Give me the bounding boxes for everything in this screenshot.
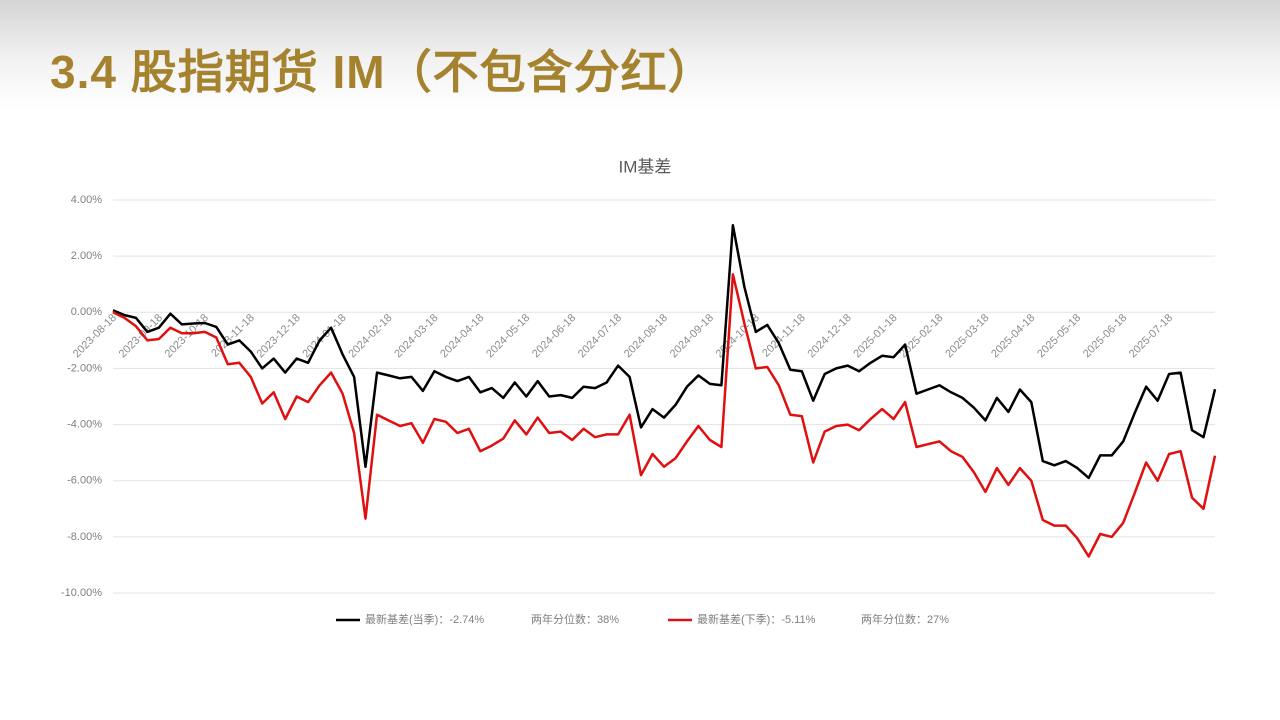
x-tick-label: 2024-05-18 [484, 312, 532, 360]
legend-note: 两年分位数：38% [531, 612, 619, 626]
x-tick-label: 2023-10-18 [163, 312, 211, 360]
x-tick-label: 2025-05-18 [1035, 312, 1083, 360]
x-tick-label: 2024-07-18 [576, 312, 624, 360]
x-tick-label: 2025-02-18 [897, 312, 945, 360]
y-tick-label: -6.00% [67, 475, 102, 487]
y-tick-label: -2.00% [67, 362, 102, 374]
series-line [112, 273, 1217, 558]
x-tick-label: 2024-03-18 [392, 312, 440, 360]
x-tick-label: 2024-06-18 [530, 312, 578, 360]
x-tick-label: 2023-09-18 [117, 312, 165, 360]
x-tick-label: 2025-06-18 [1081, 312, 1129, 360]
x-tick-label: 2024-10-18 [714, 312, 762, 360]
x-tick-label: 2024-09-18 [668, 312, 716, 360]
x-tick-label: 2024-12-18 [806, 312, 854, 360]
x-tick-label: 2024-02-18 [346, 312, 394, 360]
x-tick-label: 2024-08-18 [622, 312, 670, 360]
slide-title: 3.4 股指期货 IM（不包含分红） [50, 46, 715, 98]
x-tick-label: 2023-12-18 [255, 312, 303, 360]
y-tick-label: -4.00% [67, 418, 102, 430]
chart-title: IM基差 [619, 157, 672, 176]
x-tick-label: 2024-04-18 [438, 312, 486, 360]
y-tick-label: 0.00% [71, 306, 102, 318]
x-tick-label: 2025-07-18 [1127, 312, 1175, 360]
y-tick-label: 2.00% [71, 250, 102, 262]
y-tick-label: -8.00% [67, 531, 102, 543]
y-tick-label: -10.00% [61, 587, 102, 599]
x-tick-label: 2025-04-18 [989, 312, 1037, 360]
x-tick-label: 2023-11-18 [209, 312, 257, 360]
legend-label: 最新基差(下季)：-5.11% [697, 612, 816, 626]
legend-note: 两年分位数：27% [861, 612, 949, 626]
x-tick-label: 2023-08-18 [71, 312, 119, 360]
series-line [112, 224, 1217, 480]
x-tick-label: 2025-01-18 [851, 312, 899, 360]
y-tick-label: 4.00% [71, 194, 102, 206]
legend-label: 最新基差(当季)：-2.74% [365, 612, 484, 626]
x-tick-label: 2025-03-18 [943, 312, 991, 360]
